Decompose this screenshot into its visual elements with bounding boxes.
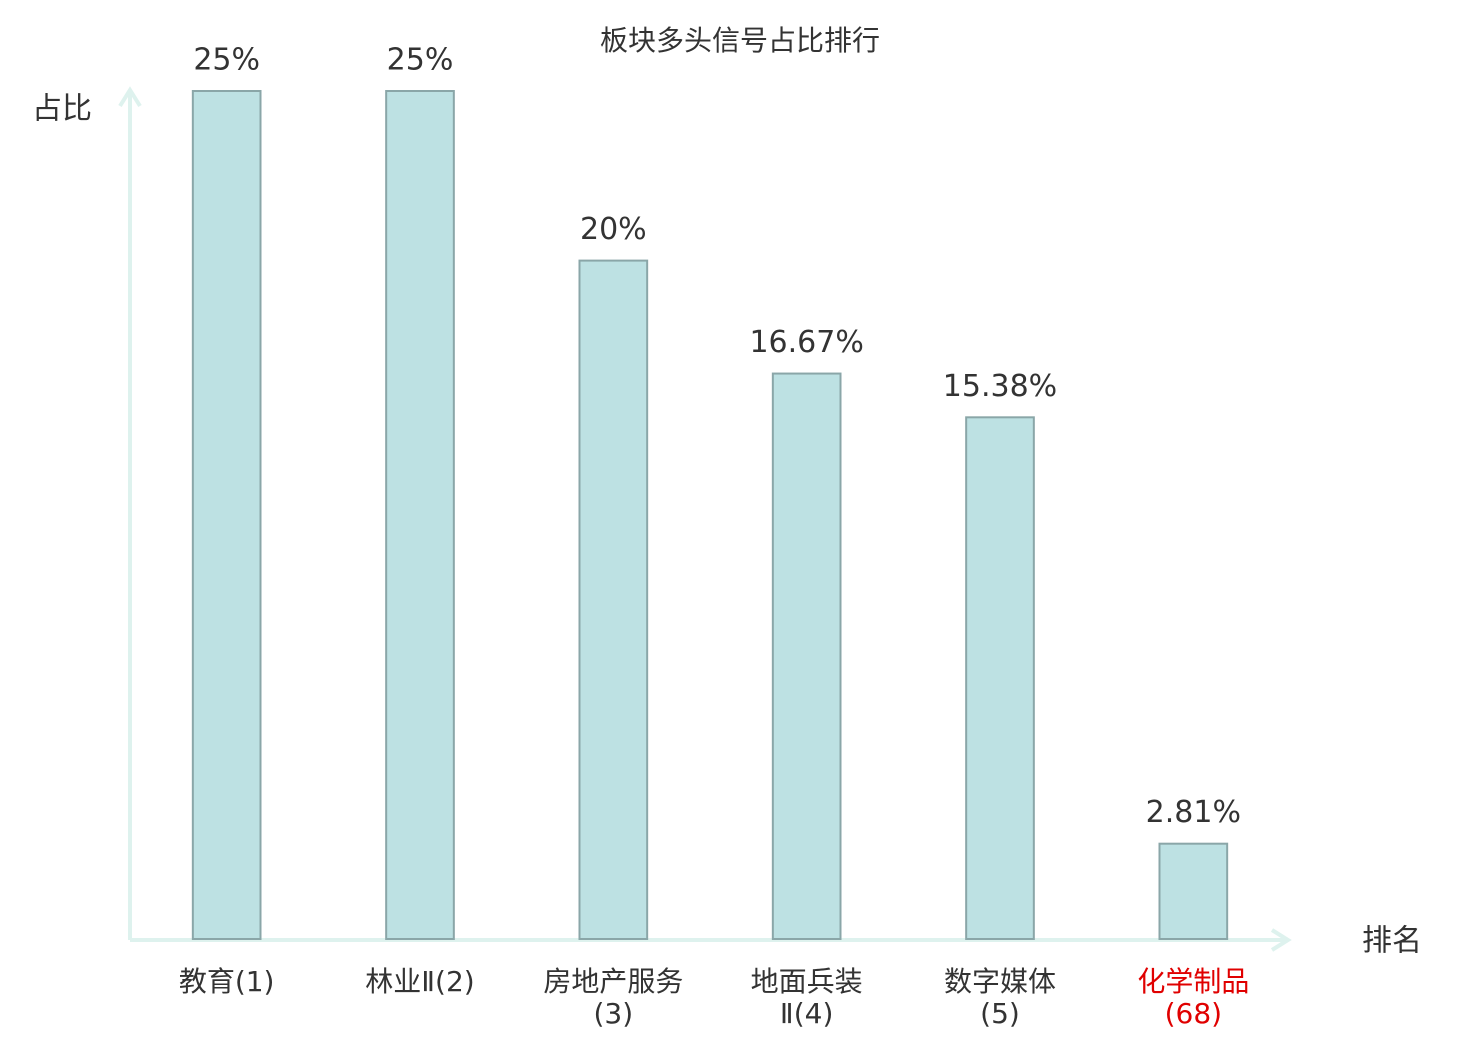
axes: [118, 86, 1292, 952]
x-tick-label: 房地产服务(3): [543, 965, 684, 1030]
value-label: 16.67%: [749, 325, 863, 360]
y-axis-arrow: [118, 86, 142, 108]
x-tick-label: 化学制品(68): [1137, 965, 1250, 1030]
bar: [385, 90, 455, 940]
bar: [1158, 842, 1229, 941]
x-tick-label: 地面兵装Ⅱ(4): [750, 965, 863, 1030]
x-axis-arrow: [1270, 928, 1292, 952]
chart-title: 板块多头信号占比排行: [600, 24, 880, 57]
x-axis-label: 排名: [1362, 924, 1422, 959]
y-axis-label: 占比: [32, 92, 92, 127]
value-label: 2.81%: [1146, 795, 1241, 830]
value-label: 15.38%: [943, 369, 1057, 404]
x-tick-label: 林业Ⅱ(2): [365, 965, 475, 998]
bar: [965, 416, 1035, 940]
bar: [191, 90, 262, 940]
x-tick-label: 数字媒体(5): [943, 965, 1056, 1030]
value-label: 25%: [193, 43, 260, 78]
value-label: 25%: [387, 43, 454, 78]
x-tick-label: 教育(1): [178, 965, 275, 998]
bar: [771, 372, 842, 940]
bar: [578, 259, 649, 941]
value-label: 20%: [580, 212, 647, 247]
